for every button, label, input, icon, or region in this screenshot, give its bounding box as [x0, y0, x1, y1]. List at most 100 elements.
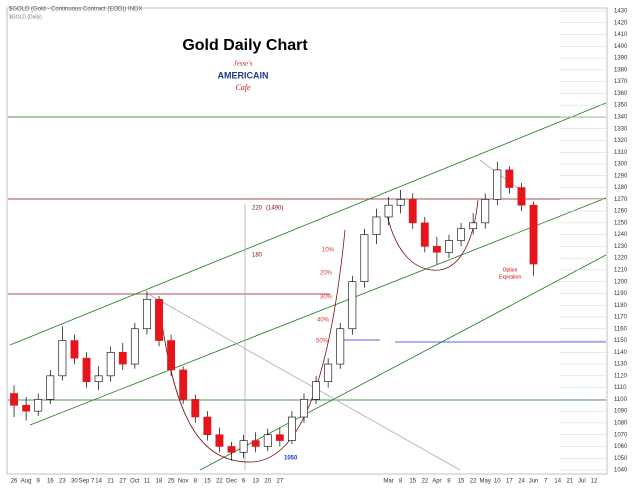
candle-body — [275, 434, 284, 441]
x-tick-label: 10 — [494, 479, 501, 485]
x-tick-label: 12 — [591, 479, 598, 485]
candle-body — [408, 199, 417, 224]
candle-body — [215, 434, 224, 447]
candle-body — [263, 434, 272, 447]
logo-middle: AMERICAIN — [218, 70, 269, 80]
x-tick-label: 13 — [252, 479, 259, 485]
x-tick-label: 26 — [11, 479, 18, 485]
x-tick-label: 15 — [204, 479, 211, 485]
x-tick-label: 7 — [544, 479, 548, 485]
cup-curve — [384, 199, 479, 271]
candle-body — [239, 440, 248, 453]
x-tick-label: May — [480, 479, 491, 485]
x-tick-label: 17 — [506, 479, 513, 485]
x-tick-label: 30 — [71, 479, 78, 485]
y-tick-label: 1430 — [614, 9, 628, 15]
x-tick-label: 11 — [144, 479, 151, 485]
candle-body — [372, 216, 381, 235]
candle-body — [203, 416, 212, 435]
x-tick-label: 27 — [276, 479, 283, 485]
candle-body — [469, 222, 478, 230]
y-tick-label: 1360 — [614, 91, 628, 97]
candle-body — [300, 399, 308, 418]
x-tick-label: 21 — [107, 479, 114, 485]
logo-top: Jesse's — [234, 60, 253, 68]
candle-body — [287, 416, 296, 441]
candle-body — [348, 281, 357, 330]
y-tick-label: 1090 — [614, 409, 628, 415]
y-tick-label: 1040 — [614, 468, 628, 474]
annotation: 1050 — [284, 456, 298, 462]
x-tick-label: 16 — [47, 479, 54, 485]
chart-title: Gold Daily Chart — [182, 37, 308, 54]
candle-body — [118, 352, 127, 365]
candle-body — [360, 234, 369, 282]
y-tick-label: 1400 — [614, 44, 628, 50]
x-tick-label: 22 — [421, 479, 428, 485]
y-tick-label: 1410 — [614, 32, 628, 38]
candle-body — [82, 357, 91, 383]
x-tick-label: 6 — [242, 479, 246, 485]
x-tick-label: 14 — [554, 479, 561, 485]
y-tick-label: 1420 — [614, 20, 628, 26]
x-tick-label: Dec — [226, 479, 237, 485]
y-tick-label: 1210 — [614, 268, 628, 274]
y-tick-label: 1120 — [614, 373, 628, 379]
y-tick-label: 1050 — [614, 456, 628, 462]
y-tick-label: 1250 — [614, 220, 628, 226]
x-tick-label: 22 — [470, 479, 477, 485]
y-tick-label: 1280 — [614, 185, 628, 191]
candle-body — [445, 240, 453, 253]
annotation: Option — [503, 267, 518, 273]
annotation: 40% — [317, 318, 330, 324]
candle-body — [46, 375, 55, 400]
y-tick-label: 1350 — [614, 103, 628, 109]
x-tick-label: 8 — [447, 479, 451, 485]
y-tick-label: 1200 — [614, 279, 628, 285]
y-tick-label: 1060 — [614, 444, 628, 450]
x-tick-label: 15 — [409, 479, 416, 485]
y-tick-label: 1100 — [614, 397, 628, 403]
x-tick-label: Nov — [178, 479, 189, 485]
y-tick-label: 1110 — [614, 385, 627, 391]
x-tick-label: 24 — [518, 479, 525, 485]
y-tick-label: 1170 — [614, 315, 628, 321]
logo: Jesse's AMERICAIN Cafe — [218, 60, 269, 92]
candle-body — [384, 204, 393, 218]
candle-body — [191, 399, 200, 418]
annotation: (1490) — [266, 206, 283, 212]
annotation: 180 — [252, 253, 263, 259]
y-tick-label: 1320 — [614, 138, 628, 144]
x-tick-label: Jul — [578, 479, 586, 485]
candle-body — [10, 393, 18, 406]
x-tick-label: 25 — [168, 479, 175, 485]
y-tick-label: 1230 — [614, 244, 628, 250]
trend-lines — [8, 102, 607, 471]
annotations: 220 (1490) 180 10% 20% 30% 40% 50% 1050 … — [252, 206, 521, 462]
candle-body — [493, 169, 502, 200]
x-tick-label: 20 — [264, 479, 271, 485]
y-tick-label: 1130 — [614, 362, 628, 368]
y-tick-label: 1240 — [614, 232, 628, 238]
y-tick-label: 1330 — [614, 126, 628, 132]
candle-body — [227, 446, 236, 453]
x-tick-label: 15 — [458, 479, 465, 485]
candle-body — [130, 328, 139, 365]
annotation: 20% — [320, 271, 333, 277]
annotation: 30% — [320, 295, 333, 301]
annotation: 220 — [252, 206, 263, 212]
candle-body — [529, 204, 538, 265]
x-tick-label: Apr — [432, 479, 441, 485]
y-tick-label: 1390 — [614, 56, 628, 62]
plot-frame — [6, 7, 608, 475]
y-tick-label: 1180 — [614, 303, 628, 309]
y-tick-label: 1340 — [614, 115, 628, 121]
y-tick-label: 1270 — [614, 197, 628, 203]
y-tick-label: 1300 — [614, 162, 628, 168]
y-tick-label: 1160 — [614, 326, 628, 332]
x-tick-label: Jun — [529, 479, 539, 485]
candle-body — [167, 340, 176, 371]
x-tick-label: Aug — [21, 479, 32, 485]
x-tick-label: 21 — [566, 479, 573, 485]
fan-line — [149, 294, 461, 471]
